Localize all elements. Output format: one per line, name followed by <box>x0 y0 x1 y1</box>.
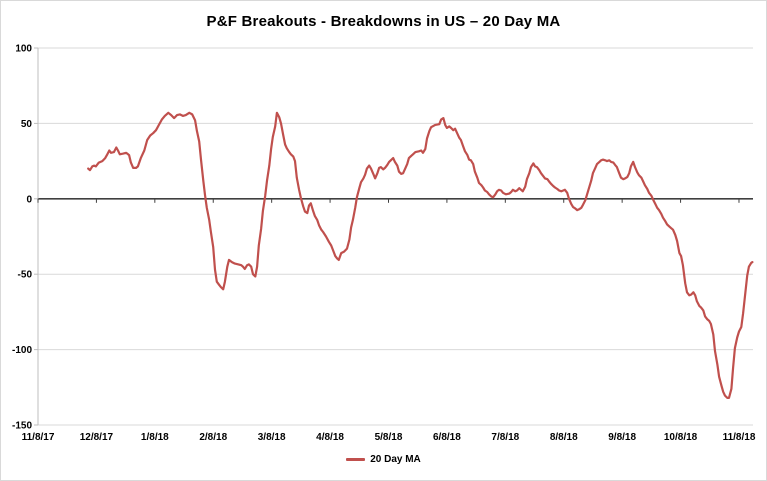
x-tick-label: 9/8/18 <box>608 432 636 443</box>
y-tick-label: 100 <box>15 44 32 55</box>
chart-title: P&F Breakouts - Breakdowns in US – 20 Da… <box>206 13 561 30</box>
x-tick-label: 1/8/18 <box>141 432 169 443</box>
legend-label: 20 Day MA <box>370 454 421 465</box>
x-tick-label: 2/8/18 <box>199 432 227 443</box>
x-tick-label: 8/8/18 <box>550 432 578 443</box>
y-tick-label: -150 <box>12 421 32 432</box>
x-tick-label: 10/8/18 <box>664 432 698 443</box>
y-tick-label: 0 <box>26 194 32 205</box>
x-tick-label: 4/8/18 <box>316 432 344 443</box>
x-tick-label: 6/8/18 <box>433 432 461 443</box>
legend-line-marker <box>346 458 366 461</box>
x-tick-label: 5/8/18 <box>375 432 403 443</box>
y-tick-label: -50 <box>18 270 33 281</box>
y-tick-label: -100 <box>12 345 32 356</box>
x-tick-label: 3/8/18 <box>258 432 286 443</box>
x-tick-label: 12/8/17 <box>80 432 114 443</box>
x-tick-label: 7/8/18 <box>491 432 519 443</box>
y-tick-label: 50 <box>21 119 33 130</box>
x-tick-label: 11/8/17 <box>22 432 55 443</box>
legend: 20 Day MA <box>0 454 767 465</box>
x-tick-label: 11/8/18 <box>723 432 756 443</box>
ma-line <box>87 111 754 399</box>
